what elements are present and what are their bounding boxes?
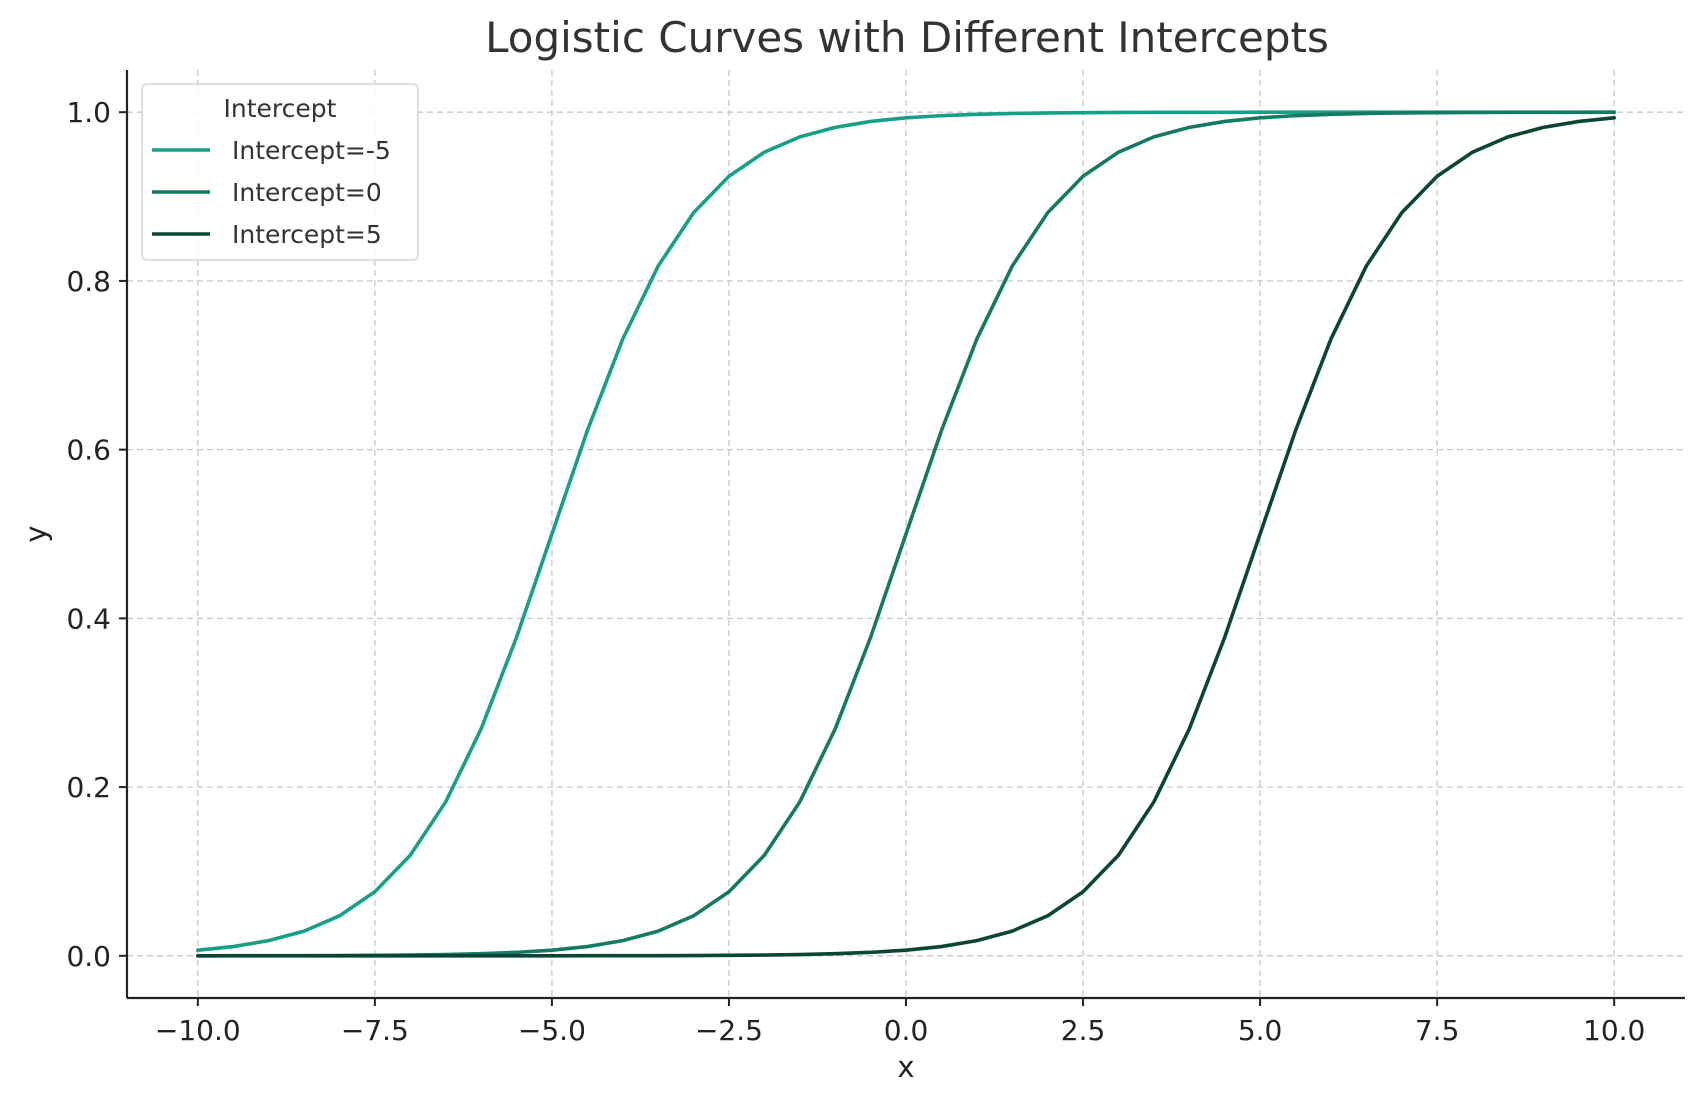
legend-items: Intercept=-5 Intercept=0 Intercept=5 [152,136,391,249]
x-tick-label: −10.0 [155,1014,241,1047]
y-axis-label: y [19,525,53,542]
chart-title: Logistic Curves with Different Intercept… [485,13,1329,62]
x-axis-ticks: −10.0 −7.5 −5.0 −2.5 0.0 2.5 5.0 7.5 10.0 [155,998,1645,1047]
legend-label: Intercept=0 [232,178,382,207]
x-tick-label: −2.5 [695,1014,763,1047]
legend-title: Intercept [224,94,337,123]
x-tick-label: 2.5 [1061,1014,1106,1047]
y-tick-label: 0.4 [66,602,111,635]
x-tick-label: 0.0 [884,1014,929,1047]
x-tick-label: −7.5 [341,1014,409,1047]
x-tick-label: 7.5 [1415,1014,1460,1047]
y-axis-ticks: 0.0 0.2 0.4 0.6 0.8 1.0 [66,96,127,973]
x-tick-label: 10.0 [1583,1014,1645,1047]
y-tick-label: 0.6 [66,434,111,467]
legend-label: Intercept=-5 [232,136,391,165]
y-tick-label: 0.8 [66,265,111,298]
y-tick-label: 0.0 [66,940,111,973]
legend: Intercept Intercept=-5Intercept=0Interce… [141,83,419,261]
series-line-3 [196,116,1616,958]
y-tick-label: 1.0 [66,96,111,129]
x-axis-label: x [897,1050,914,1084]
y-tick-label: 0.2 [66,771,111,804]
legend-label: Intercept=5 [232,220,382,249]
plot-area [196,110,1616,958]
x-tick-label: −5.0 [518,1014,586,1047]
x-tick-label: 5.0 [1238,1014,1283,1047]
legend-frame [141,83,419,261]
